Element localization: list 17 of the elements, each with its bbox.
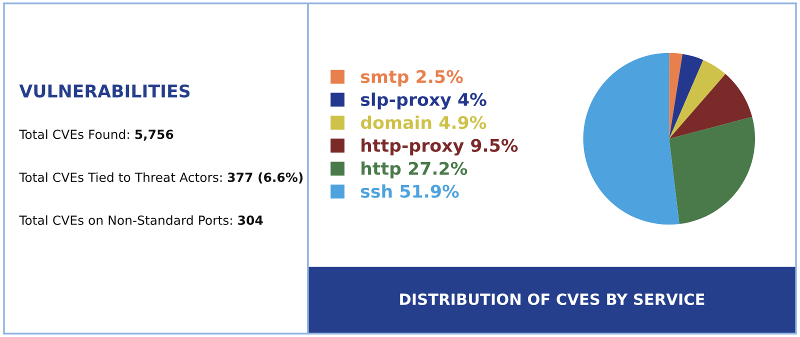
text: Total CVEs Found: 5,756 <box>19 129 174 141</box>
pie-slice <box>669 60 726 139</box>
pie-slice <box>583 52 680 225</box>
pie-slice <box>669 54 704 139</box>
pie-slice <box>669 74 752 139</box>
text: VULNERABILITIES <box>19 84 190 98</box>
legend-label: http-proxy 9.5% <box>362 138 518 156</box>
text: Total CVEs Tied to Threat Actors: 377 (6.6%) <box>19 172 303 184</box>
legend-label: ssh 51.9% <box>360 184 459 198</box>
legend-label: http 27.2% <box>362 162 468 178</box>
pie-slice <box>669 116 756 224</box>
text: DISTRIBUTION OF CVES BY SERVICE <box>400 293 704 306</box>
legend-label: domain 4.9% <box>360 116 486 130</box>
legend-label: slp-proxy 4% <box>360 92 486 110</box>
legend-label: smtp 2.5% <box>360 70 463 87</box>
text: Total CVEs on Non-Standard Ports: 304 <box>19 215 263 225</box>
pie-slice <box>669 52 683 139</box>
